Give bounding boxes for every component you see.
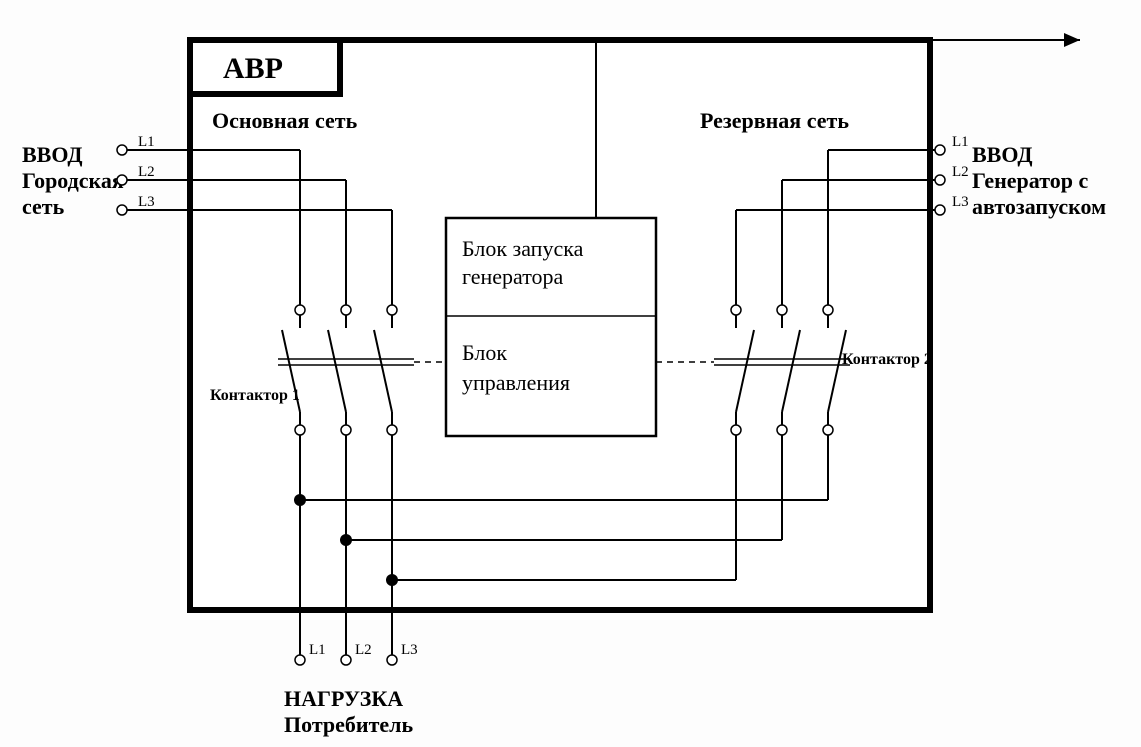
block-start-line1: Блок запуска (462, 236, 584, 261)
load-phase-label-3: L3 (401, 642, 418, 658)
label-load-2: Потребитель (284, 712, 413, 737)
label-input-right-2: Генератор с (972, 168, 1088, 193)
right-phase-label-1: L1 (952, 134, 969, 150)
label-contactor-2: Контактор 2 (842, 351, 932, 368)
label-input-right-1: ВВОД (972, 142, 1033, 167)
load-phase-label-2: L2 (355, 642, 372, 658)
label-main-net: Основная сеть (212, 108, 358, 133)
right-phase-label-2: L2 (952, 164, 969, 180)
label-input-left-1: ВВОД (22, 142, 83, 167)
block-ctrl-line2: управления (462, 370, 570, 395)
right-phase-label-3: L3 (952, 194, 969, 210)
title-text: АВР (223, 52, 283, 85)
avr-schematic: АВР Блок запуска генератора Блок управления О… (0, 0, 1141, 747)
label-input-left-3: сеть (22, 194, 65, 219)
block-start-line2: генератора (462, 264, 564, 289)
label-reserve-net: Резервная сеть (700, 108, 849, 133)
label-input-left-2: Городская (22, 168, 124, 193)
block-ctrl-line1: Блок (462, 340, 507, 365)
label-contactor-1: Контактор 1 (210, 387, 300, 404)
left-phase-label-2: L2 (138, 164, 155, 180)
label-load-1: НАГРУЗКА (284, 686, 403, 711)
label-input-right-3: автозапуском (972, 194, 1106, 219)
left-phase-label-3: L3 (138, 194, 155, 210)
left-phase-label-1: L1 (138, 134, 155, 150)
output-arrow (1064, 33, 1080, 47)
load-phase-label-1: L1 (309, 642, 326, 658)
